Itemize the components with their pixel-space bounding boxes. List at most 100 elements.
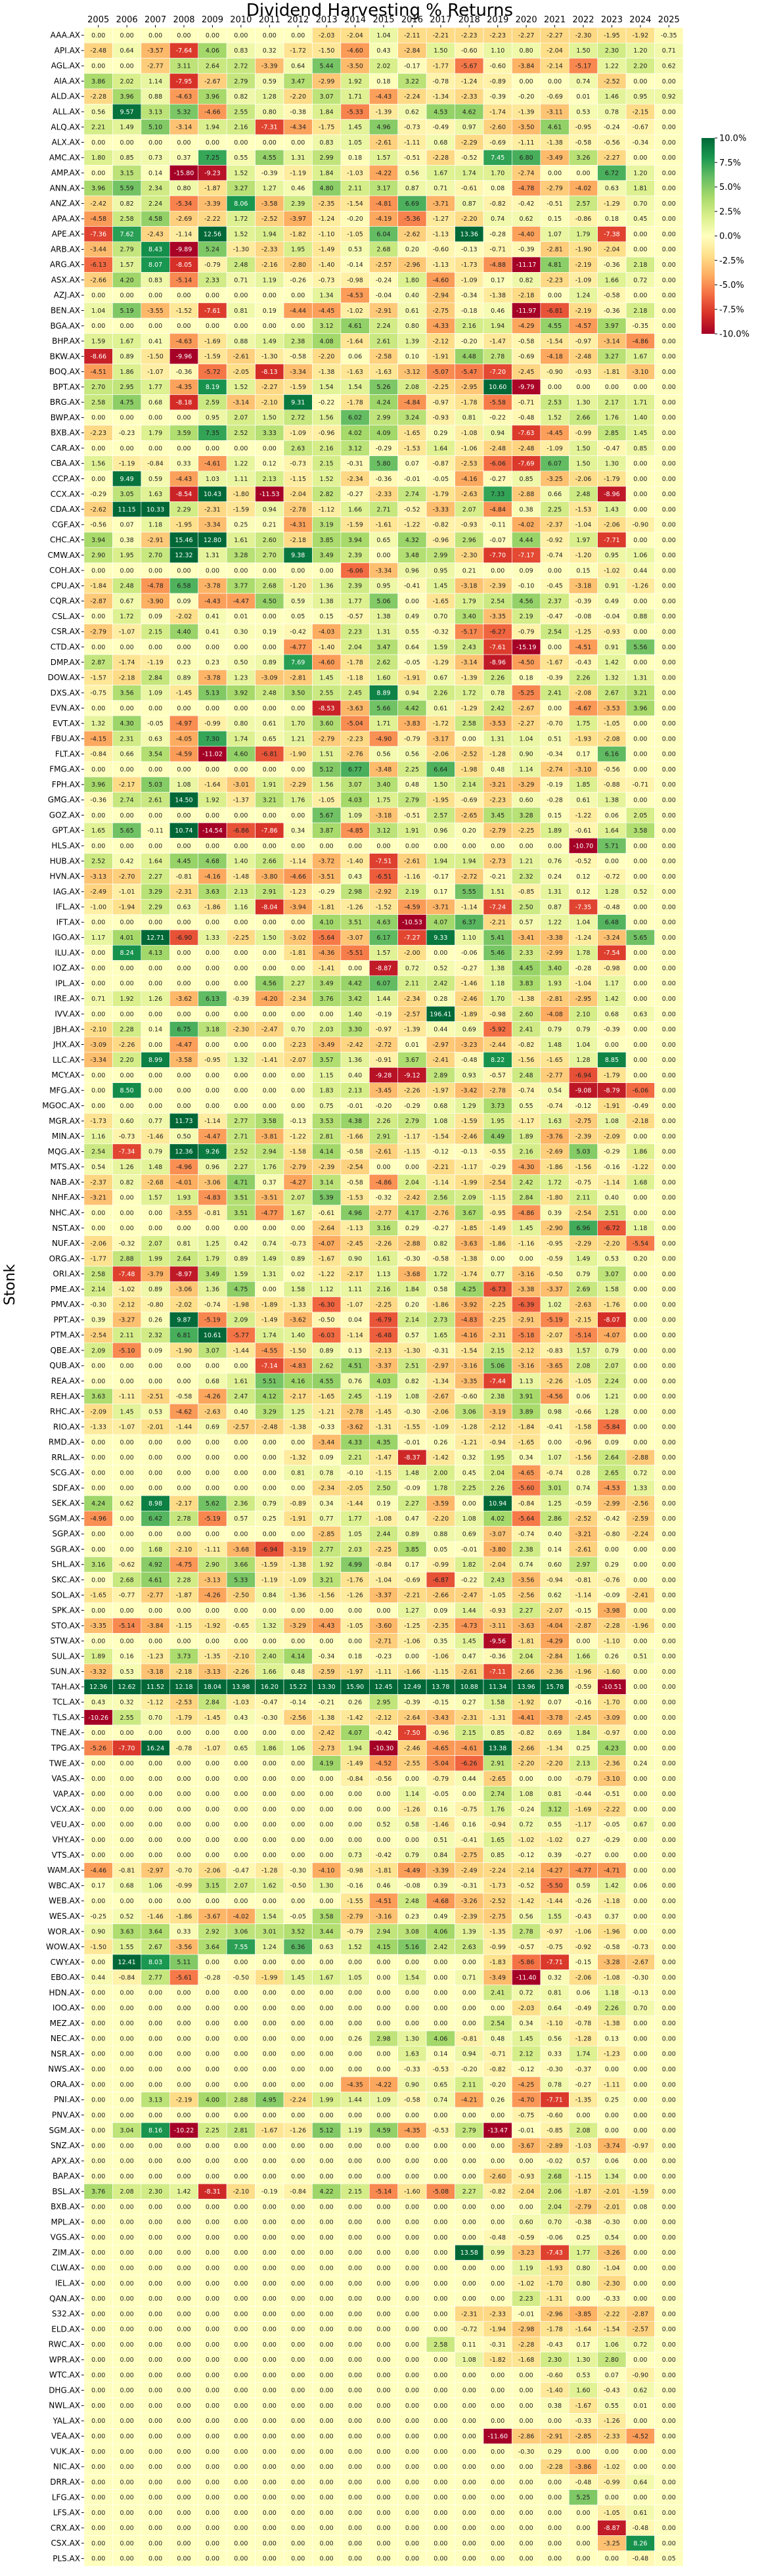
- cell-value-label: -0.84: [147, 461, 164, 468]
- cell-value-label: 0.70: [633, 200, 647, 208]
- cell-value-label: -1.85: [461, 1225, 478, 1232]
- cell-value-label: -0.27: [461, 965, 478, 972]
- cell-value-label: -2.11: [404, 32, 420, 39]
- cell-value-label: -2.68: [147, 1179, 164, 1186]
- cell-value-label: -3.14: [461, 659, 478, 666]
- cell-value-label: 1.68: [148, 1546, 162, 1553]
- cell-value-label: 7.45: [491, 154, 504, 162]
- cell-value-label: 0.00: [662, 1240, 676, 1247]
- cell-value-label: 0.09: [148, 613, 162, 620]
- cell-value-label: -4.84: [489, 506, 506, 513]
- cell-value-label: -5.34: [176, 200, 192, 208]
- x-tick-label: 2013: [316, 15, 338, 25]
- cell-value-label: -2.04: [290, 491, 306, 498]
- cell-value-label: -0.93: [461, 522, 478, 529]
- cell-value-label: -3.49: [547, 154, 563, 162]
- cell-value-label: 4.12: [263, 1393, 277, 1400]
- cell-value-label: -3.84: [147, 1622, 164, 1630]
- cell-value-label: -1.14: [604, 1179, 620, 1186]
- y-tick-label: MGR.AX: [49, 1116, 80, 1126]
- cell-value-label: 0.00: [662, 873, 676, 881]
- cell-value-label: 1.31: [206, 552, 219, 559]
- cell-value-label: -1.96: [633, 1622, 649, 1630]
- cell-value-label: 0.00: [120, 567, 134, 574]
- cell-value-label: 0.00: [148, 32, 162, 39]
- cell-value-label: 0.00: [263, 1638, 277, 1645]
- x-tick-label: 2020: [516, 15, 537, 25]
- cell-value-label: 0.00: [263, 1042, 277, 1049]
- cell-value-label: 3.54: [148, 751, 162, 758]
- cell-value-label: -0.39: [261, 170, 278, 177]
- cell-value-label: 2.24: [605, 1378, 619, 1385]
- cell-value-label: 0.65: [263, 735, 277, 743]
- cell-value-label: 0.00: [576, 170, 590, 177]
- cell-value-label: 0.26: [605, 1653, 619, 1661]
- cell-value-label: 0.00: [633, 461, 647, 468]
- cell-value-label: 0.00: [177, 1454, 190, 1461]
- cell-value-label: -2.52: [604, 78, 620, 85]
- cell-value-label: 4.24: [91, 1500, 105, 1507]
- cell-value-label: 0.77: [491, 1271, 504, 1278]
- cell-value-label: -2.08: [575, 690, 592, 697]
- cell-value-label: 3.96: [206, 93, 219, 101]
- cell-value-label: 5.26: [376, 384, 390, 391]
- cell-value-label: 2.66: [263, 858, 277, 865]
- cell-value-label: 0.69: [462, 1026, 476, 1034]
- cell-value-label: 0.00: [291, 705, 305, 712]
- cell-value-label: -2.21: [489, 919, 506, 927]
- cell-value-label: 1.51: [491, 888, 504, 896]
- cell-value-label: -0.38: [290, 108, 306, 116]
- cell-value-label: 1.58: [605, 1286, 619, 1293]
- cell-value-label: 1.09: [148, 690, 162, 697]
- cell-value-label: 0.55: [405, 629, 419, 636]
- cell-value-label: -2.07: [290, 1057, 306, 1064]
- cell-value-label: 0.60: [520, 796, 533, 804]
- cell-value-label: 2.37: [548, 598, 562, 605]
- cell-value-label: 0.00: [662, 583, 676, 590]
- cell-value-label: 2.29: [177, 506, 190, 513]
- y-tick-label: ALD.AX: [51, 92, 80, 101]
- cell-value-label: 4.32: [405, 537, 419, 544]
- cell-value-label: -4.63: [176, 93, 192, 101]
- cell-value-label: 1.80: [405, 277, 419, 284]
- cell-value-label: 6.07: [548, 461, 562, 468]
- cell-value-label: 2.14: [91, 1286, 105, 1293]
- cell-value-label: 0.56: [91, 108, 105, 116]
- cell-value-label: 0.00: [405, 842, 419, 850]
- y-tick-label: IOO.AX: [53, 2004, 80, 2013]
- cell-value-label: 0.59: [263, 78, 277, 85]
- cell-value-label: 0.00: [376, 552, 390, 559]
- cell-value-label: -1.92: [518, 1699, 535, 1706]
- cell-value-label: -2.33: [376, 491, 392, 498]
- y-tick-label: CCX.AX: [51, 490, 80, 499]
- cell-value-label: 4.55: [263, 154, 277, 162]
- cell-value-label: 1.66: [348, 506, 362, 513]
- cell-value-label: -0.48: [604, 904, 620, 911]
- y-tick-label: GOZ.AX: [49, 810, 80, 819]
- cell-value-label: -2.41: [433, 1057, 449, 1064]
- cell-value-label: -5.64: [518, 1515, 535, 1523]
- cell-value-label: -7.31: [261, 124, 278, 131]
- cell-value-label: 2.21: [348, 1454, 362, 1461]
- cell-value-label: 0.00: [633, 873, 647, 881]
- y-tick-label: PMV.AX: [51, 1300, 81, 1309]
- cell-value-label: 0.00: [605, 384, 619, 391]
- cell-value-label: 1.72: [234, 216, 248, 223]
- cell-value-label: 5.55: [462, 888, 476, 896]
- cell-value-label: -9.89: [176, 246, 192, 254]
- cell-value-label: 0.68: [605, 1011, 619, 1018]
- cell-value-label: -1.50: [290, 1347, 306, 1354]
- cell-value-label: -0.58: [518, 338, 535, 345]
- cell-value-label: 0.73: [148, 154, 162, 162]
- cell-value-label: 4.62: [462, 108, 476, 116]
- cell-value-label: -1.91: [433, 354, 449, 361]
- cell-value-label: -1.44: [176, 1424, 192, 1431]
- cell-value-label: -7.51: [376, 858, 392, 865]
- cell-value-label: -1.48: [233, 873, 250, 881]
- cell-value-label: -2.15: [633, 108, 649, 116]
- cell-value-label: -2.39: [319, 1164, 335, 1171]
- cell-value-label: 4.75: [234, 1286, 248, 1293]
- cell-value-label: -1.74: [119, 659, 135, 666]
- cell-value-label: -1.55: [404, 1424, 420, 1431]
- cell-value-label: 0.00: [120, 445, 134, 452]
